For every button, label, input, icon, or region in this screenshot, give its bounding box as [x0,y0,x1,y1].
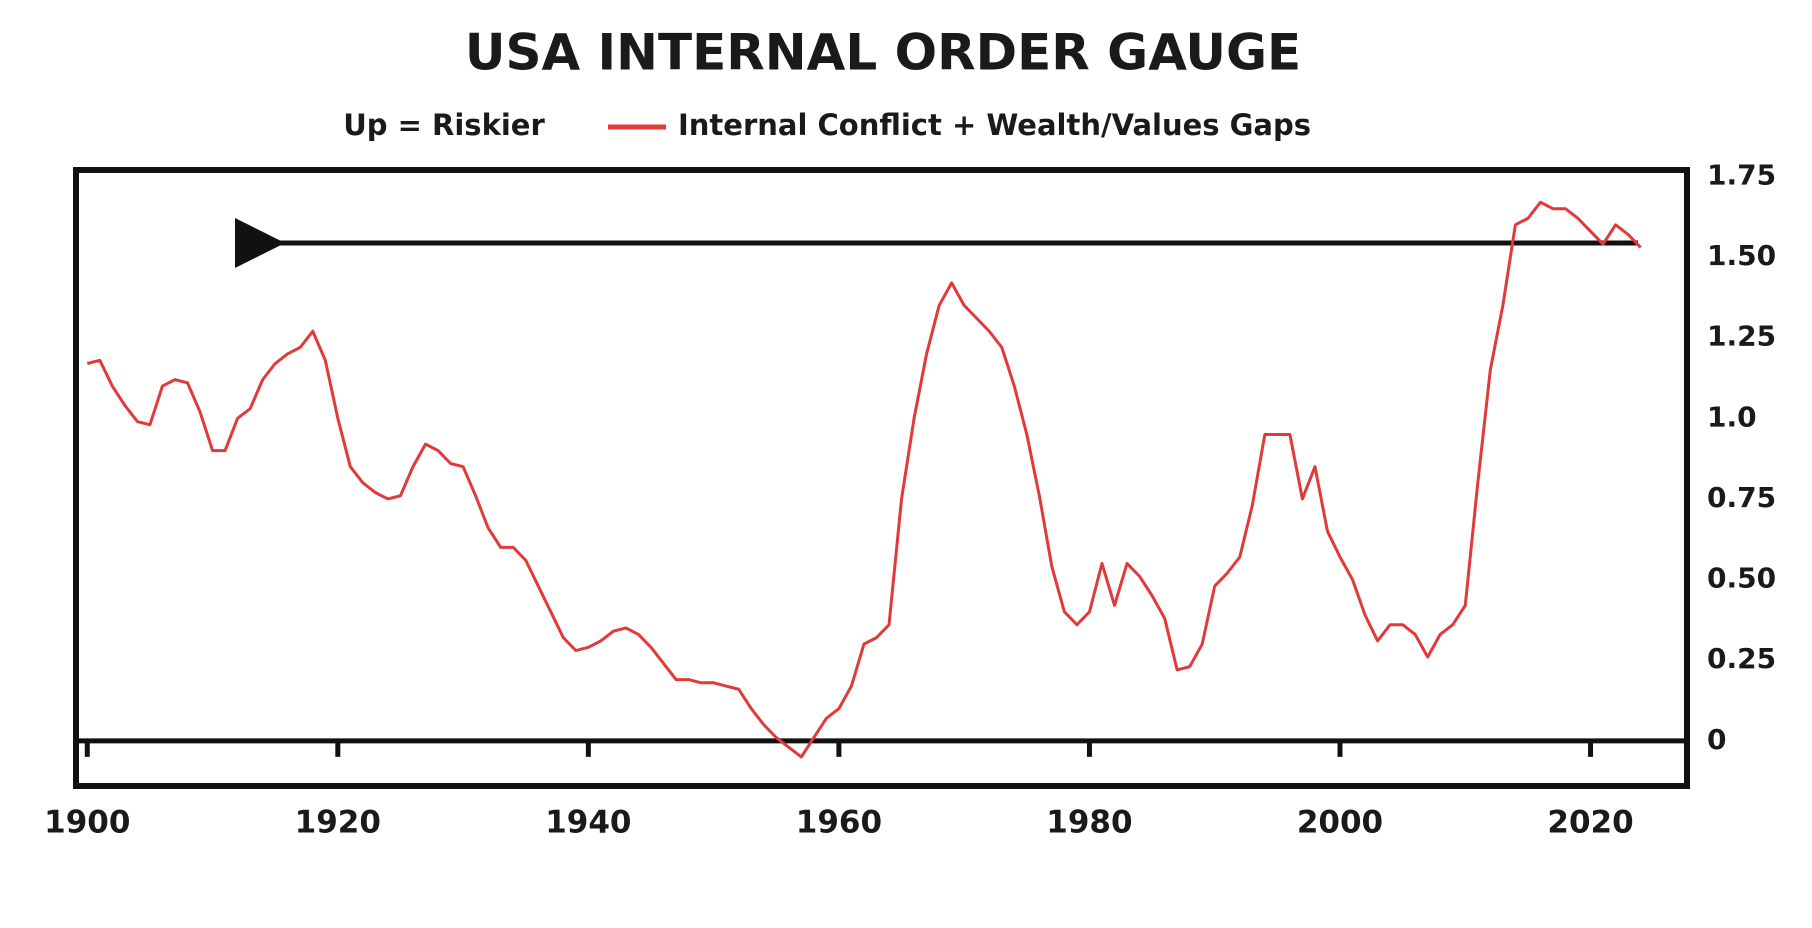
y-tick-label: 0.25 [1707,642,1776,675]
y-tick-label: 1.0 [1707,400,1757,433]
y-tick-label: 1.25 [1707,320,1776,353]
legend-label: Internal Conflict + Wealth/Values Gaps [678,108,1311,142]
data-line [86,200,1642,759]
annotation: Up = Riskier [343,108,545,142]
x-tick-label: 2000 [1297,805,1383,841]
plot-frame [73,167,1690,789]
x-tick-label: 1960 [796,805,882,841]
y-tick-label: 0.50 [1707,562,1776,595]
y-tick-label: 0.75 [1707,481,1776,514]
x-tick-label: 1900 [44,805,130,841]
chart-title: USA INTERNAL ORDER GAUGE [465,24,1301,82]
x-tick-label: 1980 [1046,805,1132,841]
x-tick-label: 2020 [1547,805,1633,841]
x-tick-label: 1940 [545,805,631,841]
y-tick-label: 1.50 [1707,239,1776,272]
x-tick-label: 1920 [295,805,381,841]
y-tick-label: 0 [1707,723,1726,756]
y-tick-label: 1.75 [1707,158,1776,191]
